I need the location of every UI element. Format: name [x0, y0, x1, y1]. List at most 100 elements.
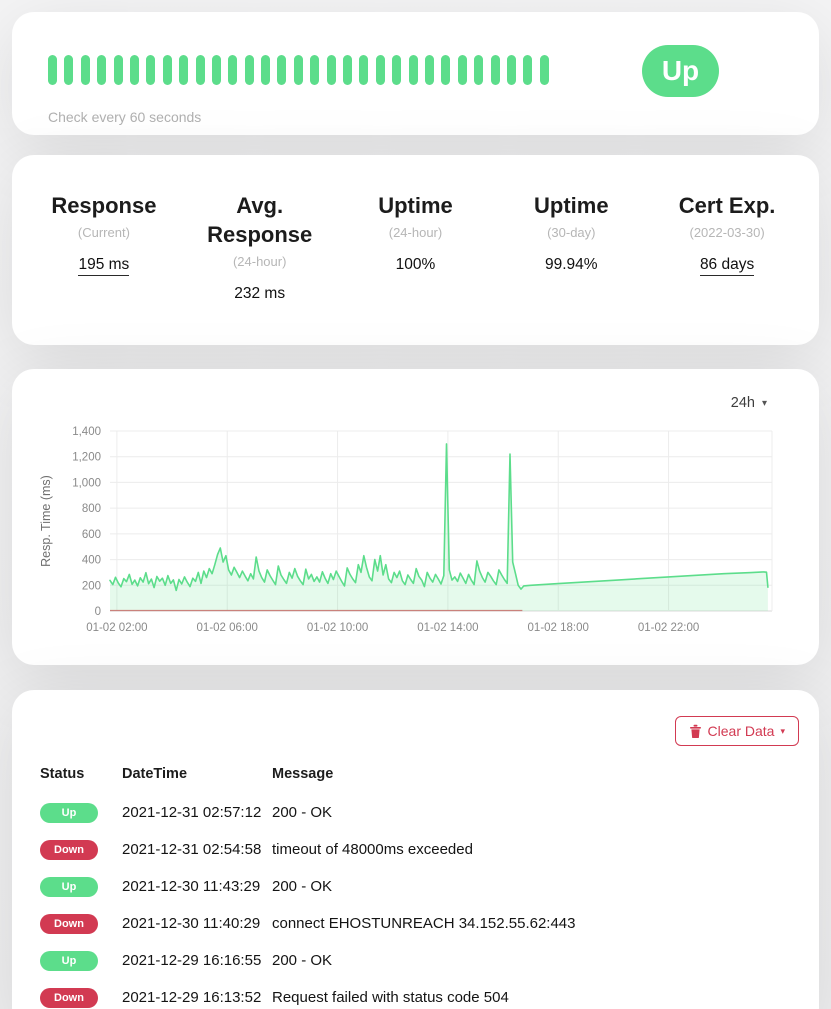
heartbeat-beat[interactable]: [523, 55, 533, 85]
heartbeat-beat[interactable]: [506, 55, 516, 85]
heartbeat-beat[interactable]: [146, 55, 156, 85]
stat-title: Response: [51, 193, 157, 218]
stat-subtitle: (Current): [77, 225, 130, 240]
trash-icon: [689, 724, 701, 738]
heartbeat-beat[interactable]: [277, 55, 287, 85]
uptime-monitor-page: Check every 60 seconds Up Response (Curre…: [0, 12, 831, 1009]
event-datetime: 2021-12-30 11:43:29: [122, 878, 261, 895]
stat-value[interactable]: 195 ms: [78, 256, 130, 276]
events-card: Clear Data ▾ Status DateTime Message Up 202…: [12, 690, 819, 1009]
events-table-header: Status DateTime Message: [40, 758, 576, 794]
heartbeat-beat[interactable]: [326, 55, 336, 85]
stat-title: Cert Exp.: [678, 193, 776, 218]
response-time-chart[interactable]: 0 200 400 600 800 1,000 1,200 1,400 01-02 02:00 0…: [36, 415, 831, 665]
heartbeat-beat[interactable]: [293, 55, 303, 85]
svg-text:Resp. Time (ms): Resp. Time (ms): [39, 475, 53, 567]
events-table: Status DateTime Message Up 2021-12-31 02:57…: [40, 758, 576, 1009]
heartbeat-beat[interactable]: [244, 55, 254, 85]
heartbeat-beat[interactable]: [261, 55, 271, 85]
heartbeat-beat[interactable]: [441, 55, 451, 85]
svg-text:01-02 18:00: 01-02 18:00: [528, 622, 589, 634]
status-badge: Down: [40, 839, 98, 860]
heartbeat-beat[interactable]: [375, 55, 385, 85]
heartbeat-beat[interactable]: [310, 55, 320, 85]
event-datetime: 2021-12-29 16:16:55: [122, 952, 262, 969]
event-datetime: 2021-12-29 16:13:52: [122, 989, 262, 1006]
heartbeat-beat[interactable]: [162, 55, 172, 85]
stats-card: Response (Current) 195 ms Avg. Response (24-…: [12, 155, 819, 345]
heartbeat-beat[interactable]: [195, 55, 205, 85]
heartbeat-beat[interactable]: [228, 55, 238, 85]
table-row: Down 2021-12-31 02:54:58 timeout of 48000m…: [40, 831, 576, 868]
svg-text:01-02 06:00: 01-02 06:00: [197, 622, 258, 634]
heartbeat-beat[interactable]: [539, 55, 549, 85]
stat-subtitle: (30-day): [547, 225, 596, 240]
heartbeat-beat[interactable]: [408, 55, 418, 85]
event-message: timeout of 48000ms exceeded: [272, 841, 473, 858]
heartbeat-beat[interactable]: [474, 55, 484, 85]
event-datetime: 2021-12-30 11:40:29: [122, 915, 261, 932]
heartbeat-beat[interactable]: [80, 55, 90, 85]
heartbeat-beat[interactable]: [343, 55, 353, 85]
chart-card: 24h ▾ 0 200 400 600 800 1,000 1,200 1,400 01-02 …: [12, 369, 819, 665]
status-badge: Down: [40, 913, 98, 934]
heartbeat-beat[interactable]: [64, 55, 74, 85]
heartbeat-beat[interactable]: [392, 55, 402, 85]
svg-text:800: 800: [82, 503, 101, 515]
svg-text:01-02 02:00: 01-02 02:00: [86, 622, 147, 634]
svg-text:01-02 14:00: 01-02 14:00: [417, 622, 478, 634]
heartbeat-beat[interactable]: [211, 55, 221, 85]
stat-3: Uptime (30-day) 99.94%: [493, 191, 649, 345]
clear-data-label: Clear Data: [707, 723, 775, 739]
heartbeat-beat[interactable]: [359, 55, 369, 85]
svg-text:0: 0: [95, 606, 101, 618]
status-badge: Up: [40, 876, 98, 897]
chevron-down-icon: ▾: [780, 725, 785, 736]
event-message: 200 - OK: [272, 804, 333, 821]
stat-subtitle: (2022-03-30): [689, 225, 765, 240]
event-message: Request failed with status code 504: [272, 989, 509, 1006]
heartbeat-beat[interactable]: [48, 55, 57, 85]
stat-title: Uptime: [378, 193, 453, 218]
svg-text:1,400: 1,400: [72, 426, 101, 438]
heartbeat-bar[interactable]: [48, 55, 568, 85]
stat-title: Avg. Response: [207, 193, 313, 247]
heartbeat-beat[interactable]: [97, 55, 107, 85]
heartbeat-beat[interactable]: [129, 55, 139, 85]
svg-text:01-02 10:00: 01-02 10:00: [307, 622, 368, 634]
table-row: Down 2021-12-29 16:13:52 Request failed wi…: [40, 979, 576, 1009]
svg-text:600: 600: [82, 529, 101, 541]
stat-4: Cert Exp. (2022-03-30) 86 days: [649, 191, 805, 345]
svg-text:1,200: 1,200: [72, 452, 101, 464]
event-datetime: 2021-12-31 02:57:12: [122, 804, 262, 821]
stat-0: Response (Current) 195 ms: [26, 191, 182, 345]
status-badge: Up: [40, 802, 98, 823]
stat-2: Uptime (24-hour) 100%: [338, 191, 494, 345]
event-message: connect EHOSTUNREACH 34.152.55.62:443: [272, 915, 576, 932]
stat-subtitle: (24-hour): [388, 225, 443, 240]
heartbeat-beat[interactable]: [490, 55, 500, 85]
period-row: 24h ▾: [36, 395, 819, 411]
stat-value: 100%: [395, 256, 436, 273]
table-row: Up 2021-12-30 11:43:29 200 - OK: [40, 868, 576, 905]
svg-text:1,000: 1,000: [72, 477, 101, 489]
column-header-status: Status: [40, 766, 85, 782]
svg-text:200: 200: [82, 580, 101, 592]
check-interval-text: Check every 60 seconds: [48, 109, 202, 125]
clear-data-button[interactable]: Clear Data ▾: [674, 716, 799, 746]
heartbeat-card: Check every 60 seconds Up: [12, 12, 819, 135]
chevron-down-icon: ▾: [761, 397, 767, 409]
stat-title: Uptime: [534, 193, 609, 218]
heartbeat-beat[interactable]: [113, 55, 123, 85]
svg-text:400: 400: [82, 555, 101, 567]
event-message: 200 - OK: [272, 952, 333, 969]
period-dropdown[interactable]: 24h ▾: [731, 395, 767, 411]
period-dropdown-value: 24h: [730, 395, 755, 411]
stat-value[interactable]: 86 days: [699, 256, 755, 276]
heartbeat-beat[interactable]: [179, 55, 189, 85]
table-row: Down 2021-12-30 11:40:29 connect EHOSTUNRE…: [40, 905, 576, 942]
status-badge: Down: [40, 987, 98, 1008]
heartbeat-beat[interactable]: [457, 55, 467, 85]
event-message: 200 - OK: [272, 878, 333, 895]
heartbeat-beat[interactable]: [424, 55, 434, 85]
